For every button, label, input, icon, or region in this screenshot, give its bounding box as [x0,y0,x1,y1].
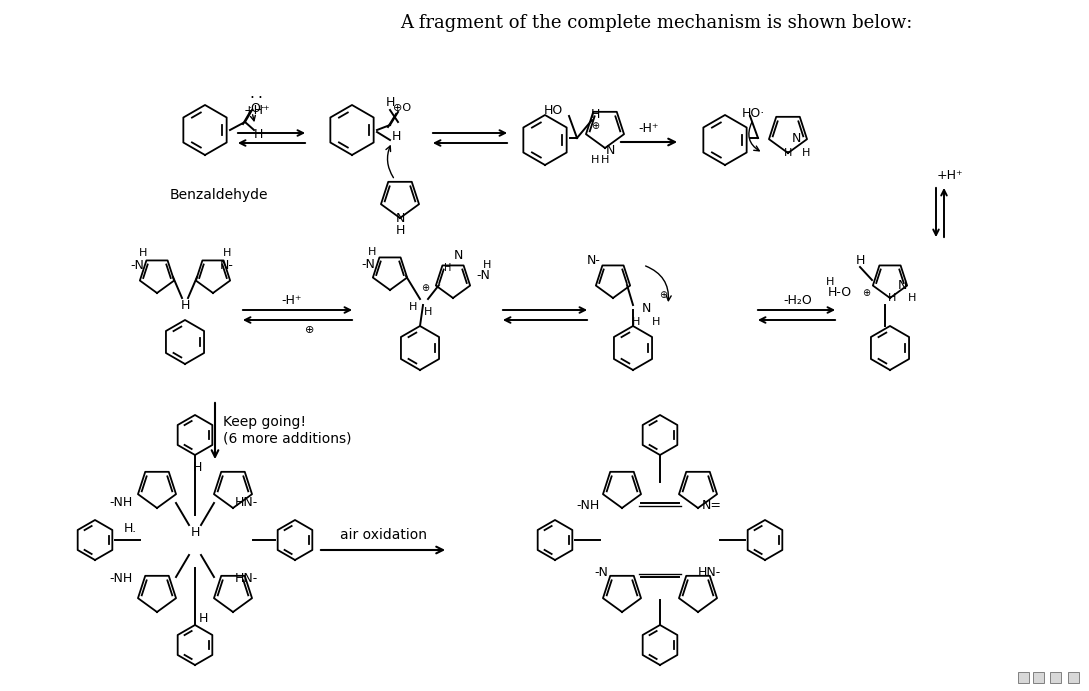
Text: H: H [802,148,810,158]
Text: H: H [784,148,792,158]
Text: N-: N- [220,258,234,272]
Text: N=: N= [702,498,722,511]
Text: -NH: -NH [110,495,133,509]
Text: H: H [908,293,916,303]
Text: H: H [601,155,609,165]
Text: H: H [254,128,262,140]
Text: ⊕: ⊕ [421,283,429,293]
Text: N: N [792,131,800,144]
Text: air oxidation: air oxidation [340,528,427,542]
Text: HN-: HN- [235,571,258,585]
Text: H: H [825,277,834,287]
Text: H: H [191,525,199,538]
Text: -N: -N [362,258,375,270]
Text: -N: -N [130,258,144,272]
Text: H: H [395,223,405,236]
Text: N: N [395,211,405,225]
Text: H: H [444,263,452,273]
Text: H: H [368,247,376,257]
Text: ·O·: ·O· [248,102,266,115]
Text: H: H [652,317,660,327]
Text: H: H [408,302,417,312]
Text: -H₂O: -H₂O [784,294,812,307]
Text: (6 more additions): (6 more additions) [223,431,352,445]
Text: -N: -N [476,269,490,281]
Text: H: H [391,129,401,142]
Text: H: H [223,248,231,258]
Text: H: H [424,307,432,317]
Text: Benzaldehyde: Benzaldehyde [170,188,269,202]
Text: ⊕: ⊕ [659,290,668,300]
Text: ·: · [258,91,262,106]
Text: H: H [386,95,394,108]
Text: N: N [605,144,614,156]
Text: -NH: -NH [110,571,133,585]
Text: H: H [888,293,896,303]
Text: Keep going!: Keep going! [223,415,306,429]
Text: H: H [138,248,147,258]
Text: N: N [897,278,907,292]
Text: H-O: H-O [828,285,852,299]
Text: +H⁺: +H⁺ [244,104,270,117]
Text: HN-: HN- [235,495,258,509]
Text: ⊕: ⊕ [861,288,870,298]
Text: -H⁺: -H⁺ [639,122,659,135]
Text: H: H [482,260,491,270]
Text: HO: HO [543,104,563,117]
Text: N-: N- [587,254,601,267]
Text: H: H [591,155,599,165]
Text: -H⁺: -H⁺ [282,294,303,307]
FancyBboxPatch shape [1068,672,1079,683]
Text: H: H [590,108,600,120]
Text: H.: H. [123,522,136,535]
Text: +H⁺: +H⁺ [937,169,964,182]
Text: HO·: HO· [742,106,764,120]
FancyBboxPatch shape [1018,672,1029,683]
Text: A fragment of the complete mechanism is shown below:: A fragment of the complete mechanism is … [400,14,913,32]
FancyBboxPatch shape [1050,672,1061,683]
Text: ⊕: ⊕ [305,325,315,335]
Text: -N: -N [595,565,608,578]
Text: ⊕O: ⊕O [393,103,411,113]
Text: H: H [632,317,640,327]
Text: N: N [453,249,463,261]
Text: H: H [193,460,201,473]
Text: H: H [855,254,865,267]
Text: -NH: -NH [577,498,600,511]
Text: ⊕: ⊕ [591,121,599,131]
Text: ·: · [249,91,255,106]
Text: N: N [641,301,651,314]
FancyBboxPatch shape [1033,672,1044,683]
Text: H: H [181,299,189,312]
Text: H: H [198,612,208,625]
Text: HN-: HN- [698,565,721,578]
